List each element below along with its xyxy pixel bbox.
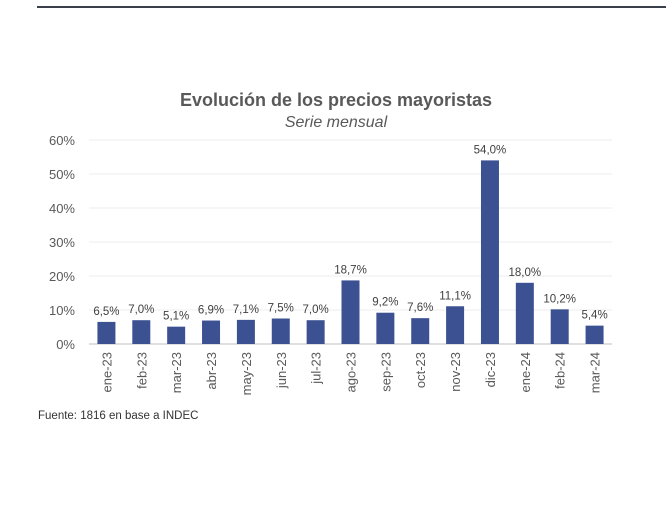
bar <box>132 320 151 344</box>
data-label: 18,7% <box>334 264 367 276</box>
bar <box>202 320 221 344</box>
x-tick-label: mar-24 <box>588 352 603 393</box>
y-tick-label: 0% <box>56 337 75 352</box>
x-tick-label: may-23 <box>239 352 254 395</box>
x-tick-label: feb-23 <box>134 352 149 389</box>
bar <box>271 318 290 344</box>
data-label: 6,9% <box>198 305 224 317</box>
x-tick-label: ago-23 <box>344 352 359 392</box>
bar <box>550 309 569 344</box>
data-label: 7,1% <box>233 304 259 316</box>
x-tick-label: nov-23 <box>448 352 463 392</box>
data-label: 54,0% <box>474 144 507 156</box>
y-tick-label: 30% <box>49 235 75 250</box>
chart-subtitle: Serie mensual <box>285 114 388 131</box>
x-tick-label: jun-23 <box>274 352 289 389</box>
x-tick-label: abr-23 <box>204 352 219 390</box>
x-tick-label: feb-24 <box>553 352 568 389</box>
y-tick-label: 50% <box>49 167 75 182</box>
bar <box>585 325 604 344</box>
data-label: 7,6% <box>407 302 433 314</box>
x-tick-label: mar-23 <box>169 352 184 393</box>
x-tick-label: ene-23 <box>99 352 114 392</box>
bar <box>341 280 360 344</box>
source-note: Fuente: 1816 en base a INDEC <box>38 410 198 422</box>
data-label: 11,1% <box>439 290 471 302</box>
bar <box>376 312 395 344</box>
bar <box>446 306 465 344</box>
data-label: 7,5% <box>268 303 294 315</box>
data-label: 7,0% <box>303 304 329 316</box>
data-label: 5,1% <box>163 311 189 323</box>
data-label: 10,2% <box>543 293 576 305</box>
data-label: 18,0% <box>509 267 542 279</box>
bar <box>97 321 116 344</box>
x-tick-label: oct-23 <box>413 352 428 388</box>
top-border-line <box>37 6 666 8</box>
data-label: 9,2% <box>372 297 398 309</box>
y-tick-label: 40% <box>49 201 75 216</box>
bar <box>411 318 430 344</box>
bar <box>236 319 255 344</box>
y-tick-label: 10% <box>49 303 75 318</box>
x-tick-label: jul-23 <box>309 352 324 385</box>
y-tick-label: 20% <box>49 269 75 284</box>
y-tick-label: 60% <box>49 133 75 148</box>
bar <box>480 160 499 344</box>
bar <box>515 282 534 344</box>
chart-title: Evolución de los precios mayoristas <box>180 90 492 110</box>
data-label: 6,5% <box>93 306 119 318</box>
bar <box>306 320 325 344</box>
x-tick-label: ene-24 <box>518 352 533 392</box>
x-tick-label: sep-23 <box>378 352 393 392</box>
x-tick-label: dic-23 <box>483 352 498 387</box>
bar <box>167 326 186 344</box>
data-label: 5,4% <box>581 310 607 322</box>
data-label: 7,0% <box>128 304 154 316</box>
